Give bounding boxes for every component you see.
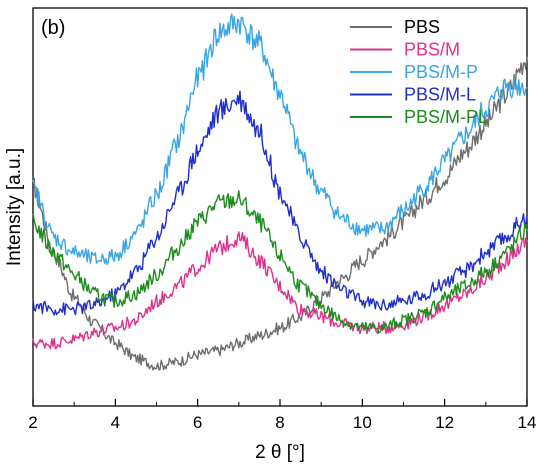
series-line-pbs-m-pl xyxy=(32,190,528,334)
series-line-pbs-m-p xyxy=(32,13,528,266)
x-tick-label: 2 xyxy=(28,413,37,432)
series-line-pbs-m xyxy=(32,231,528,350)
panel-label: (b) xyxy=(41,17,65,39)
plot-area: 2 4 6 8 10 12 14 xyxy=(28,7,536,432)
x-tick-label: 8 xyxy=(275,413,284,432)
x-axis-title: 2 θ [°] xyxy=(255,442,305,463)
legend-label: PBS/M-P xyxy=(404,62,478,82)
x-tick-label: 14 xyxy=(518,413,537,432)
legend-label: PBS/M-L xyxy=(404,85,476,105)
legend-label: PBS xyxy=(404,17,440,37)
x-tick-label: 6 xyxy=(193,413,202,432)
y-axis-title: Intensity [a.u.] xyxy=(4,148,25,266)
series-layer xyxy=(32,13,528,371)
series-line-pbs xyxy=(32,56,528,371)
series-line-pbs-m-l xyxy=(32,90,528,316)
x-tick-label: 10 xyxy=(353,413,372,432)
x-tick-label: 12 xyxy=(435,413,454,432)
x-tick-label: 4 xyxy=(111,413,120,432)
legend-label: PBS/M xyxy=(404,40,460,60)
legend-label: PBS/M-PL xyxy=(404,107,488,127)
x-axis-ticks: 2 4 6 8 10 12 14 xyxy=(28,399,536,432)
